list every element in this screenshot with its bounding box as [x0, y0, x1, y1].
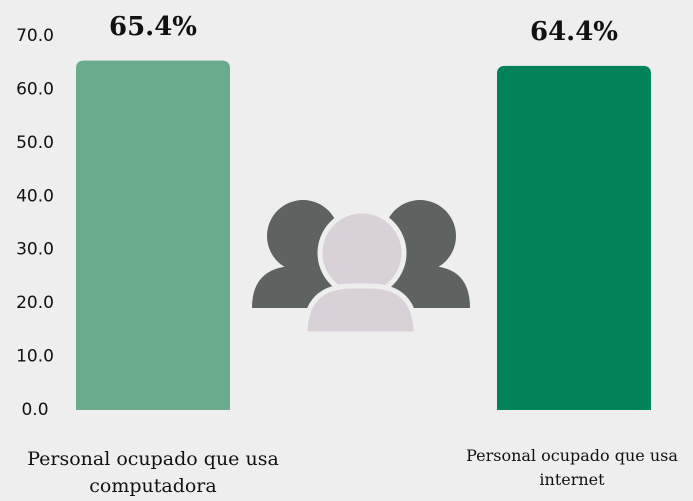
category-label: Personal ocupado que usa internet [466, 446, 678, 489]
category-label: Personal ocupado que usa computadora [27, 448, 279, 497]
people-icon [252, 200, 470, 337]
y-tick-label: 70.0 [16, 26, 54, 46]
y-tick-label: 10.0 [16, 347, 54, 367]
value-label: 64.4% [530, 17, 618, 47]
y-tick-label: 60.0 [16, 79, 54, 99]
y-tick-label: 0.0 [21, 400, 48, 420]
y-tick-label: 20.0 [16, 293, 54, 313]
y-tick-label: 30.0 [16, 240, 54, 260]
y-tick-label: 50.0 [16, 133, 54, 153]
value-label: 65.4% [109, 12, 197, 42]
bar [497, 65, 651, 411]
y-tick-label: 40.0 [16, 186, 54, 206]
bar [76, 60, 230, 410]
